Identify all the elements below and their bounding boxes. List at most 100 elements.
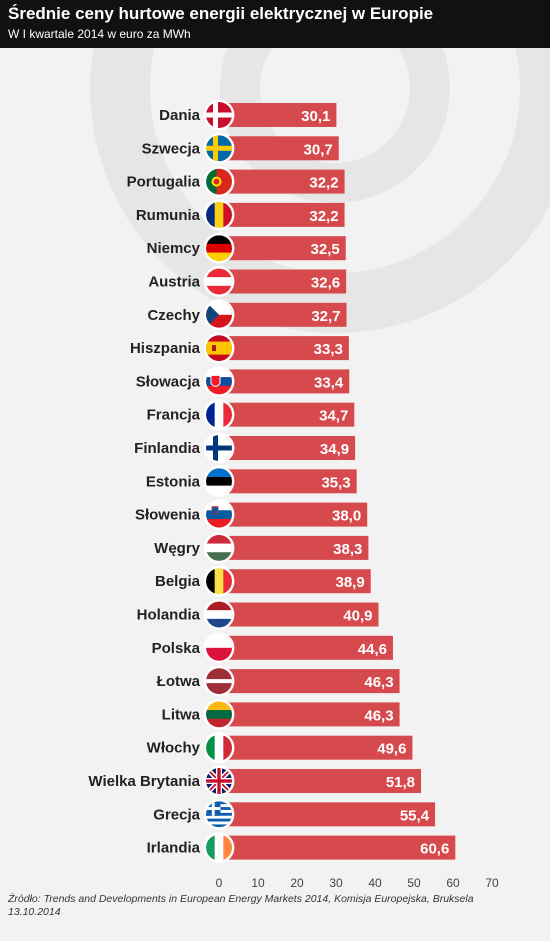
slovenia-flag-icon [203,499,235,531]
x-tick-label: 60 [446,876,460,890]
category-label: Grecja [153,806,200,823]
value-label: 32,7 [311,308,340,325]
category-label: Czechy [147,307,200,324]
x-tick-label: 30 [329,876,343,890]
belgium-flag-icon [203,565,235,597]
category-label: Holandia [137,607,201,624]
bar-3 [219,202,345,227]
bar-18 [219,702,400,727]
bar-20 [219,769,422,793]
value-label: 38,0 [332,508,361,525]
ireland-flag-icon [203,832,235,863]
bar-15 [219,602,379,627]
x-tick-label: 40 [368,876,382,890]
category-label: Węgry [154,540,201,557]
x-tick-label: 70 [485,876,499,890]
x-tick-label: 20 [290,876,304,890]
finland-flag-icon [203,432,235,464]
bar-13 [219,535,369,560]
chart-header: Średnie ceny hurtowe energii elektryczne… [0,0,550,48]
value-label: 30,1 [301,108,330,125]
bar-1 [219,136,339,161]
value-label: 51,8 [386,774,415,791]
category-label: Szwecja [142,140,201,157]
czech-flag-icon [203,299,235,331]
bar-17 [219,669,400,694]
bar-5 [219,269,347,294]
bar-0 [219,103,337,127]
latvia-flag-icon [203,665,235,697]
category-label: Portugalia [127,174,201,191]
value-label: 38,3 [333,541,362,558]
x-tick-label: 50 [407,876,421,890]
uk-flag-icon [203,765,235,797]
chart-subtitle: W I kwartale 2014 w euro za MWh [8,27,191,41]
lithuania-flag-icon [203,699,235,730]
romania-flag-icon [203,199,235,231]
category-label: Irlandia [147,840,201,857]
germany-flag-icon [203,232,235,264]
slovakia-flag-icon [203,365,235,397]
category-label: Wielka Brytania [88,773,200,790]
category-label: Francja [147,407,201,424]
value-label: 34,7 [319,408,348,425]
bar-10 [219,436,356,460]
bar-22 [219,835,456,860]
bar-2 [219,169,345,194]
category-label: Belgia [155,573,201,590]
bar-9 [219,402,355,427]
bar-21 [219,802,436,827]
hungary-flag-icon [203,532,235,564]
france-flag-icon [203,399,235,431]
value-label: 32,5 [311,241,340,258]
category-label: Rumunia [136,207,201,224]
chart-title: Średnie ceny hurtowe energii elektryczne… [8,4,434,23]
value-label: 46,3 [364,674,393,691]
category-label: Niemcy [147,240,201,257]
category-label: Łotwa [157,673,201,690]
category-label: Hiszpania [130,340,201,357]
category-label: Estonia [146,473,201,490]
value-label: 40,9 [343,608,372,625]
category-label: Finlandia [134,440,200,457]
portugal-flag-icon [203,166,235,198]
x-tick-label: 0 [216,876,223,890]
greece-flag-icon [203,798,235,830]
value-label: 35,3 [321,474,350,491]
value-label: 46,3 [364,707,393,724]
denmark-flag-icon [203,99,235,131]
bar-4 [219,236,346,261]
category-label: Dania [159,107,201,124]
value-label: 32,2 [309,208,338,225]
value-label: 30,7 [304,141,333,158]
value-label: 32,6 [311,275,340,292]
value-label: 55,4 [400,807,430,824]
category-label: Włochy [147,740,201,757]
value-label: 33,4 [314,374,344,391]
bar-6 [219,302,347,327]
value-label: 33,3 [314,341,343,358]
value-label: 49,6 [377,741,406,758]
category-label: Słowacja [136,373,201,390]
bar-8 [219,369,350,394]
austria-flag-icon [203,266,235,297]
estonia-flag-icon [203,465,235,497]
italy-flag-icon [203,732,235,764]
category-label: Litwa [162,706,201,723]
value-label: 60,6 [420,841,449,858]
value-label: 38,9 [336,574,365,591]
poland-flag-icon [203,632,235,664]
netherlands-flag-icon [203,599,235,630]
x-tick-label: 10 [251,876,265,890]
bar-11 [219,469,357,494]
value-label: 34,9 [320,441,349,458]
source-note: Źródło: Trends and Developments in Europ… [8,893,474,918]
bar-16 [219,635,393,660]
value-label: 32,2 [309,175,338,192]
bar-12 [219,502,368,527]
spain-flag-icon [203,332,235,364]
bar-19 [219,735,413,760]
category-label: Polska [152,640,201,657]
bar-14 [219,569,371,594]
